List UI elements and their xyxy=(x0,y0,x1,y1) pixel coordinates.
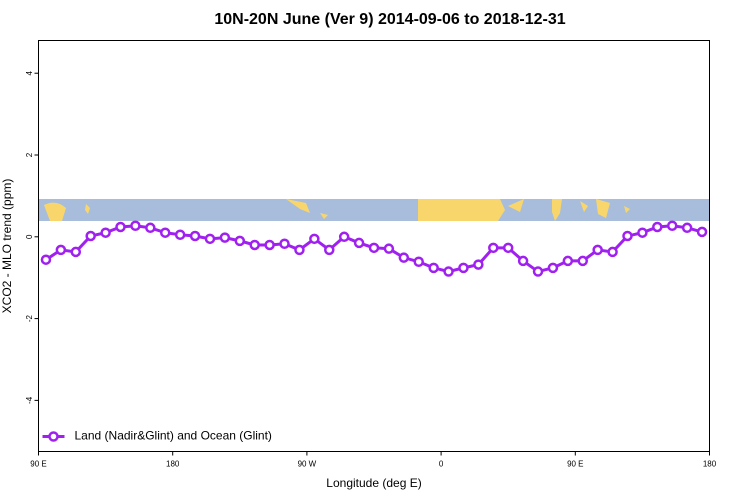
data-point xyxy=(55,244,67,256)
data-point xyxy=(159,227,171,238)
data-point xyxy=(696,226,708,238)
data-point xyxy=(577,255,589,267)
data-point xyxy=(40,254,52,265)
data-point xyxy=(279,238,290,250)
data-point xyxy=(234,235,246,247)
data-point xyxy=(189,230,201,242)
data-point xyxy=(428,262,439,274)
map-strip xyxy=(39,199,710,221)
land xyxy=(320,213,328,219)
x-tick-label: 0 xyxy=(439,460,444,469)
y-axis-title: XCO2 - MLO trend (ppm) xyxy=(0,179,14,314)
data-point xyxy=(130,220,141,232)
y-tick-label: -4 xyxy=(25,396,34,404)
plot-frame xyxy=(38,40,710,452)
land xyxy=(624,206,630,213)
data-point xyxy=(174,229,186,241)
data-point xyxy=(488,242,499,254)
chart-title: 10N-20N June (Ver 9) 2014-09-06 to 2018-… xyxy=(214,11,565,28)
data-point xyxy=(547,262,559,274)
land xyxy=(552,199,562,221)
data-point xyxy=(637,227,648,238)
data-point xyxy=(413,256,424,267)
data-point xyxy=(592,244,603,256)
data-point xyxy=(100,227,111,238)
ocean-band xyxy=(39,199,710,221)
data-point xyxy=(353,237,365,249)
land xyxy=(418,199,505,221)
x-axis-title: Longitude (deg E) xyxy=(326,476,421,490)
data-point xyxy=(458,262,469,274)
data-point xyxy=(622,230,633,242)
land xyxy=(286,199,310,213)
x-tick-label: 180 xyxy=(703,460,717,469)
data-point xyxy=(532,266,544,277)
data-point xyxy=(398,252,410,263)
y-tick-label: 0 xyxy=(25,234,34,239)
data-point xyxy=(443,266,454,277)
y-tick-label: -2 xyxy=(25,314,34,322)
data-point xyxy=(249,239,260,251)
data-point xyxy=(324,244,335,256)
data-point xyxy=(115,221,126,233)
data-point xyxy=(517,255,529,267)
land xyxy=(508,199,524,212)
data-point xyxy=(264,239,275,251)
data-point xyxy=(666,220,678,232)
data-point xyxy=(338,231,350,243)
x-tick-label: 90 E xyxy=(567,460,583,469)
y-tick-label: 4 xyxy=(25,70,34,75)
data-point xyxy=(145,222,156,234)
data-point xyxy=(562,255,574,267)
land xyxy=(85,204,90,214)
data-point xyxy=(502,242,514,254)
data-point xyxy=(70,246,82,258)
data-point xyxy=(473,259,484,270)
data-point xyxy=(383,243,395,254)
land xyxy=(580,201,588,212)
land xyxy=(44,202,66,221)
data-point xyxy=(652,221,663,233)
data-point xyxy=(294,244,305,256)
x-tick-label: 90 W xyxy=(298,460,317,469)
x-tick-label: 180 xyxy=(166,460,180,469)
x-tick-label: 90 E xyxy=(30,460,46,469)
data-point xyxy=(681,222,693,234)
data-point xyxy=(368,242,380,254)
data-point xyxy=(204,233,216,245)
data-point xyxy=(219,232,231,243)
legend-marker xyxy=(48,431,59,442)
data-point xyxy=(309,233,320,245)
legend-label: Land (Nadir&Glint) and Ocean (Glint) xyxy=(75,429,272,443)
y-tick-label: 2 xyxy=(25,152,34,157)
data-point xyxy=(85,230,96,242)
land xyxy=(596,199,610,218)
data-point xyxy=(607,246,618,258)
